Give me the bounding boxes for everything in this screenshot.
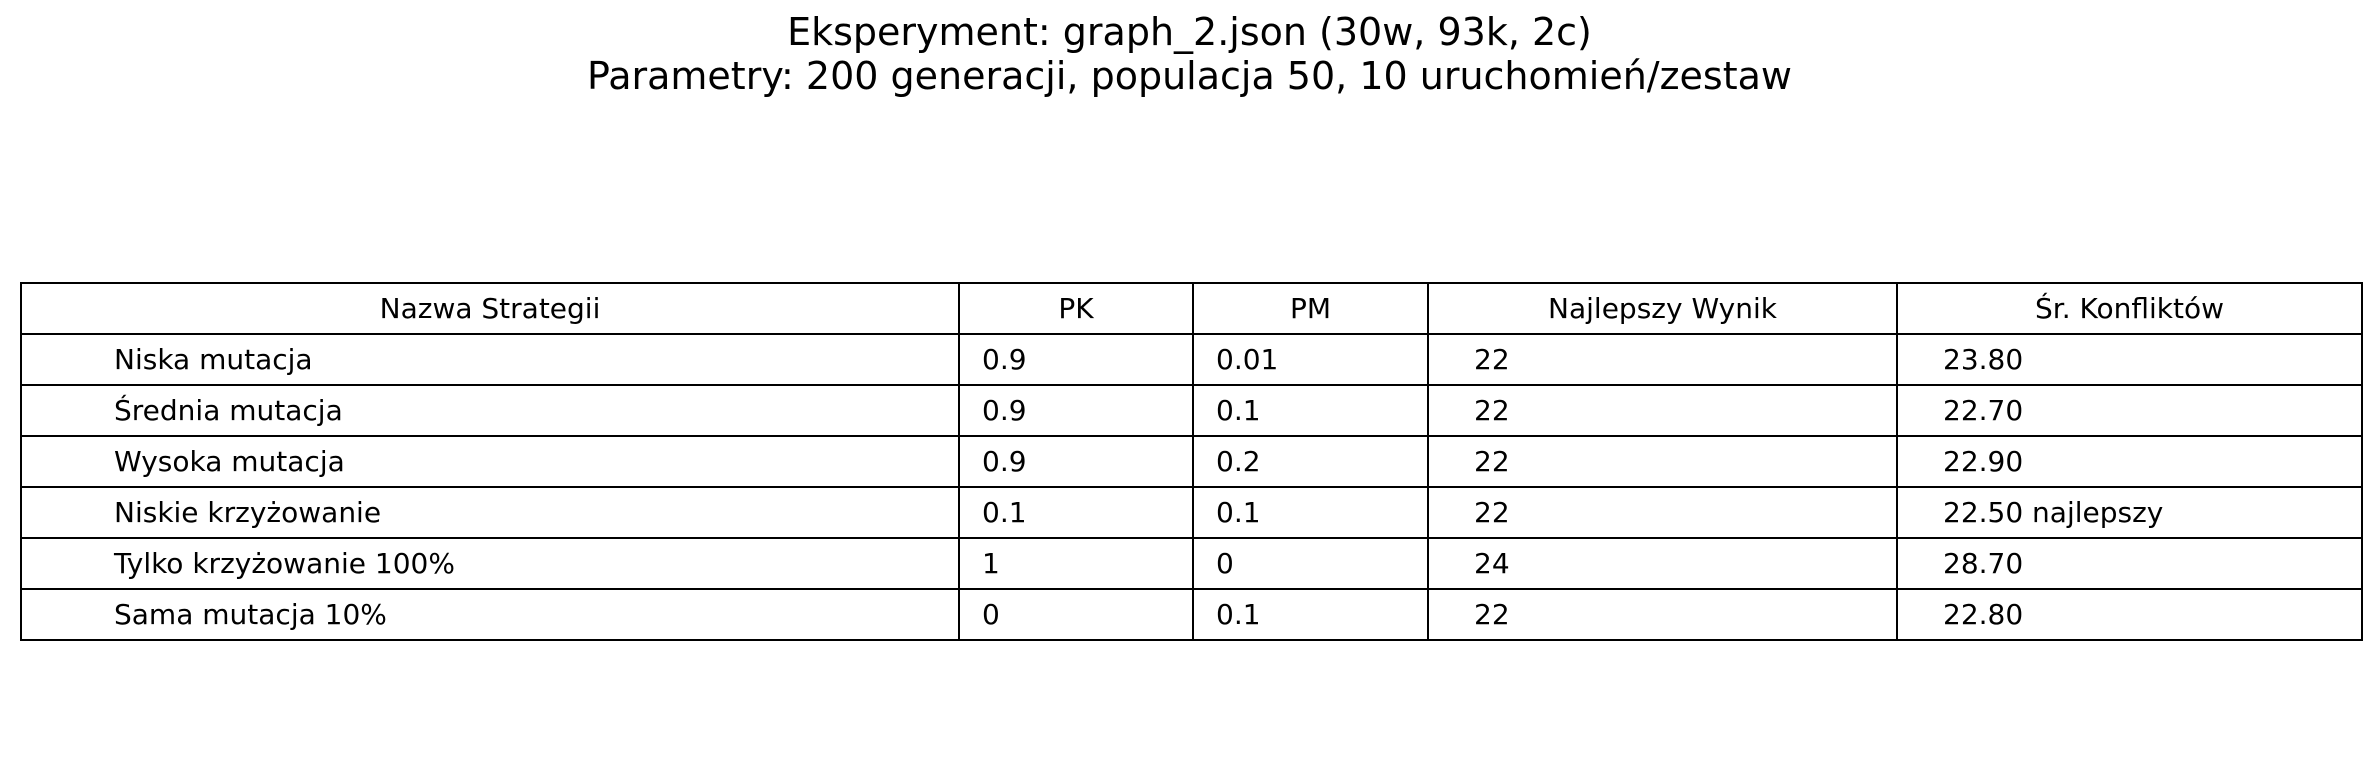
table-cell-pm: 0.2 <box>1192 435 1429 488</box>
table-cell-strategy-name: Wysoka mutacja <box>20 435 960 488</box>
table-cell-avg-conflicts: 22.90 <box>1896 435 2363 488</box>
column-header-best-result: Najlepszy Wynik <box>1427 282 1898 335</box>
table-row: Średnia mutacja 0.9 0.1 22 22.70 <box>20 384 2363 437</box>
table-cell-pm: 0.01 <box>1192 333 1429 386</box>
table-cell-best-result: 24 <box>1427 537 1898 590</box>
table-cell-avg-conflicts: 23.80 <box>1896 333 2363 386</box>
column-header-strategy-name: Nazwa Strategii <box>20 282 960 335</box>
table-cell-strategy-name: Sama mutacja 10% <box>20 588 960 641</box>
table-cell-avg-conflicts: 22.50 najlepszy <box>1896 486 2363 539</box>
table-cell-pm: 0.1 <box>1192 384 1429 437</box>
table-cell-best-result: 22 <box>1427 588 1898 641</box>
table-cell-pk: 1 <box>958 537 1194 590</box>
chart-subtitle: Parametry: 200 generacji, populacja 50, … <box>587 54 1792 98</box>
table-row: Sama mutacja 10% 0 0.1 22 22.80 <box>20 588 2363 641</box>
table-row: Niska mutacja 0.9 0.01 22 23.80 <box>20 333 2363 386</box>
chart-title-block: Eksperyment: graph_2.json (30w, 93k, 2c)… <box>0 10 2379 98</box>
table-cell-best-result: 22 <box>1427 384 1898 437</box>
table-cell-pm: 0.1 <box>1192 588 1429 641</box>
table-cell-strategy-name: Niskie krzyżowanie <box>20 486 960 539</box>
chart-title: Eksperyment: graph_2.json (30w, 93k, 2c) <box>787 10 1592 54</box>
table-row: Niskie krzyżowanie 0.1 0.1 22 22.50 najl… <box>20 486 2363 539</box>
column-header-pm: PM <box>1192 282 1429 335</box>
table-cell-pk: 0.9 <box>958 384 1194 437</box>
table-cell-pk: 0 <box>958 588 1194 641</box>
table-cell-strategy-name: Średnia mutacja <box>20 384 960 437</box>
table-cell-pm: 0 <box>1192 537 1429 590</box>
column-header-avg-conflicts: Śr. Konfliktów <box>1896 282 2363 335</box>
table-cell-avg-conflicts: 28.70 <box>1896 537 2363 590</box>
table-cell-strategy-name: Niska mutacja <box>20 333 960 386</box>
table-cell-strategy-name: Tylko krzyżowanie 100% <box>20 537 960 590</box>
results-table: Nazwa Strategii PK PM Najlepszy Wynik Śr… <box>20 282 2363 641</box>
table-cell-best-result: 22 <box>1427 486 1898 539</box>
table-header-row: Nazwa Strategii PK PM Najlepszy Wynik Śr… <box>20 282 2363 335</box>
table-cell-avg-conflicts: 22.70 <box>1896 384 2363 437</box>
column-header-pk: PK <box>958 282 1194 335</box>
table-row: Wysoka mutacja 0.9 0.2 22 22.90 <box>20 435 2363 488</box>
table-cell-best-result: 22 <box>1427 435 1898 488</box>
table-cell-pm: 0.1 <box>1192 486 1429 539</box>
table-cell-avg-conflicts: 22.80 <box>1896 588 2363 641</box>
table-cell-pk: 0.9 <box>958 435 1194 488</box>
table-cell-pk: 0.9 <box>958 333 1194 386</box>
table-cell-pk: 0.1 <box>958 486 1194 539</box>
table-cell-best-result: 22 <box>1427 333 1898 386</box>
table-row: Tylko krzyżowanie 100% 1 0 24 28.70 <box>20 537 2363 590</box>
